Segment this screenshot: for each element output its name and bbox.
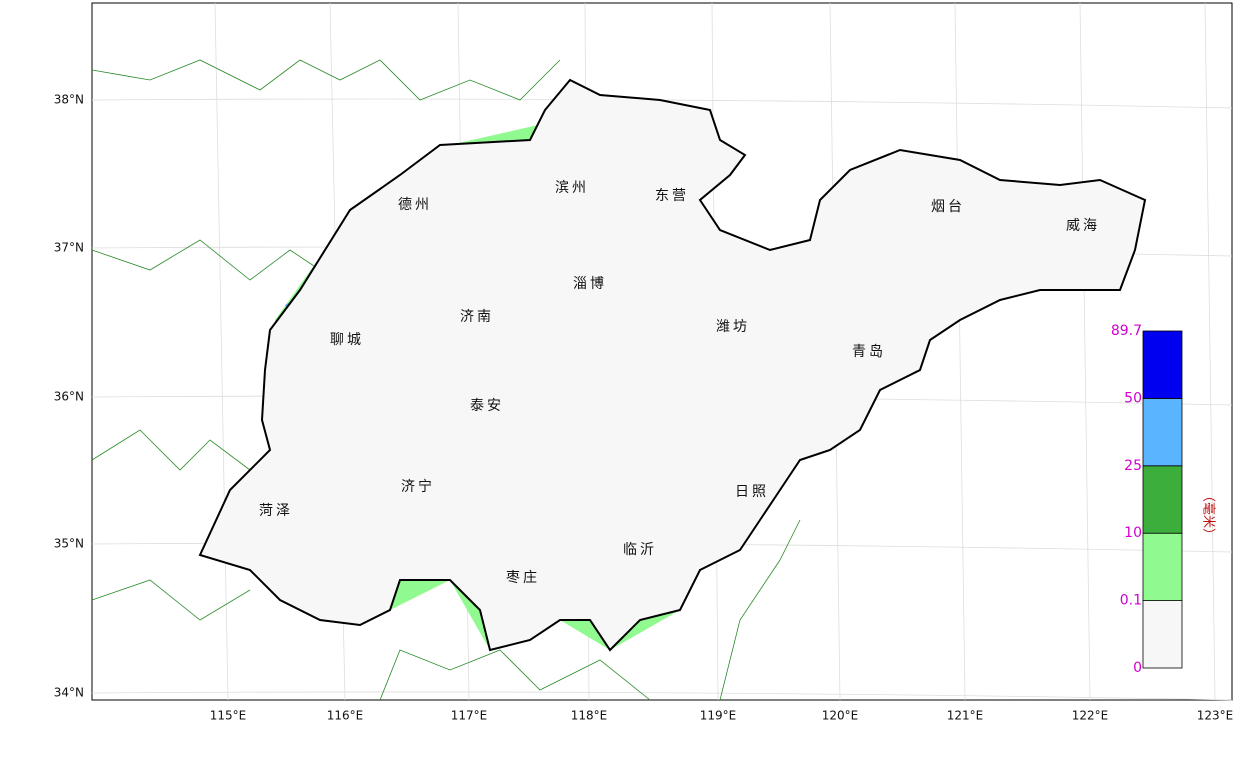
city-label: 德州: [398, 197, 432, 213]
legend-label: 50: [1124, 390, 1142, 406]
y-axis-label: 35°N: [54, 537, 84, 551]
x-axis-label: 116°E: [327, 709, 364, 723]
city-label: 菏泽: [259, 503, 293, 519]
legend-label: 25: [1124, 458, 1142, 474]
legend-label: 0.1: [1120, 593, 1142, 609]
y-axis-label: 38°N: [54, 93, 84, 107]
city-label: 东营: [655, 188, 689, 204]
legend-swatch: [1142, 465, 1183, 534]
x-axis-label: 121°E: [947, 709, 984, 723]
legend-label: 10: [1124, 525, 1142, 541]
legend-label: 89.7: [1111, 323, 1142, 339]
city-label: 济宁: [401, 478, 435, 495]
city-label: 滨州: [555, 180, 589, 196]
legend-swatch: [1142, 600, 1183, 669]
city-label: 济南: [460, 309, 494, 325]
x-axis-label: 122°E: [1072, 709, 1109, 723]
x-axis-label: 115°E: [210, 709, 247, 723]
city-label: 烟台: [931, 199, 965, 215]
legend-label: 0: [1133, 660, 1142, 676]
legend-swatch: [1142, 397, 1183, 467]
x-axis-label: 117°E: [451, 709, 488, 723]
city-label: 聊城: [330, 332, 364, 348]
city-label: 威海: [1066, 218, 1100, 234]
city-label: 临沂: [623, 542, 657, 558]
city-label: 枣庄: [506, 569, 540, 586]
y-axis-label: 34°N: [54, 686, 84, 700]
city-label: 潍坊: [716, 319, 750, 335]
legend-title: （毫米）: [1201, 489, 1217, 541]
legend-swatch: [1142, 330, 1183, 399]
city-label: 泰安: [470, 398, 504, 414]
x-axis-label: 120°E: [822, 709, 859, 723]
neighbor-boundaries: [91, 59, 801, 701]
city-label: 日照: [735, 484, 769, 500]
legend-swatch: [1142, 532, 1183, 602]
y-axis-label: 36°N: [54, 390, 84, 404]
x-axis-label: 123°E: [1197, 709, 1234, 723]
x-axis-label: 118°E: [571, 709, 608, 723]
city-label: 青岛: [852, 344, 886, 360]
y-axis-label: 37°N: [54, 241, 84, 255]
city-label: 淄博: [573, 275, 607, 292]
x-axis-label: 119°E: [700, 709, 737, 723]
